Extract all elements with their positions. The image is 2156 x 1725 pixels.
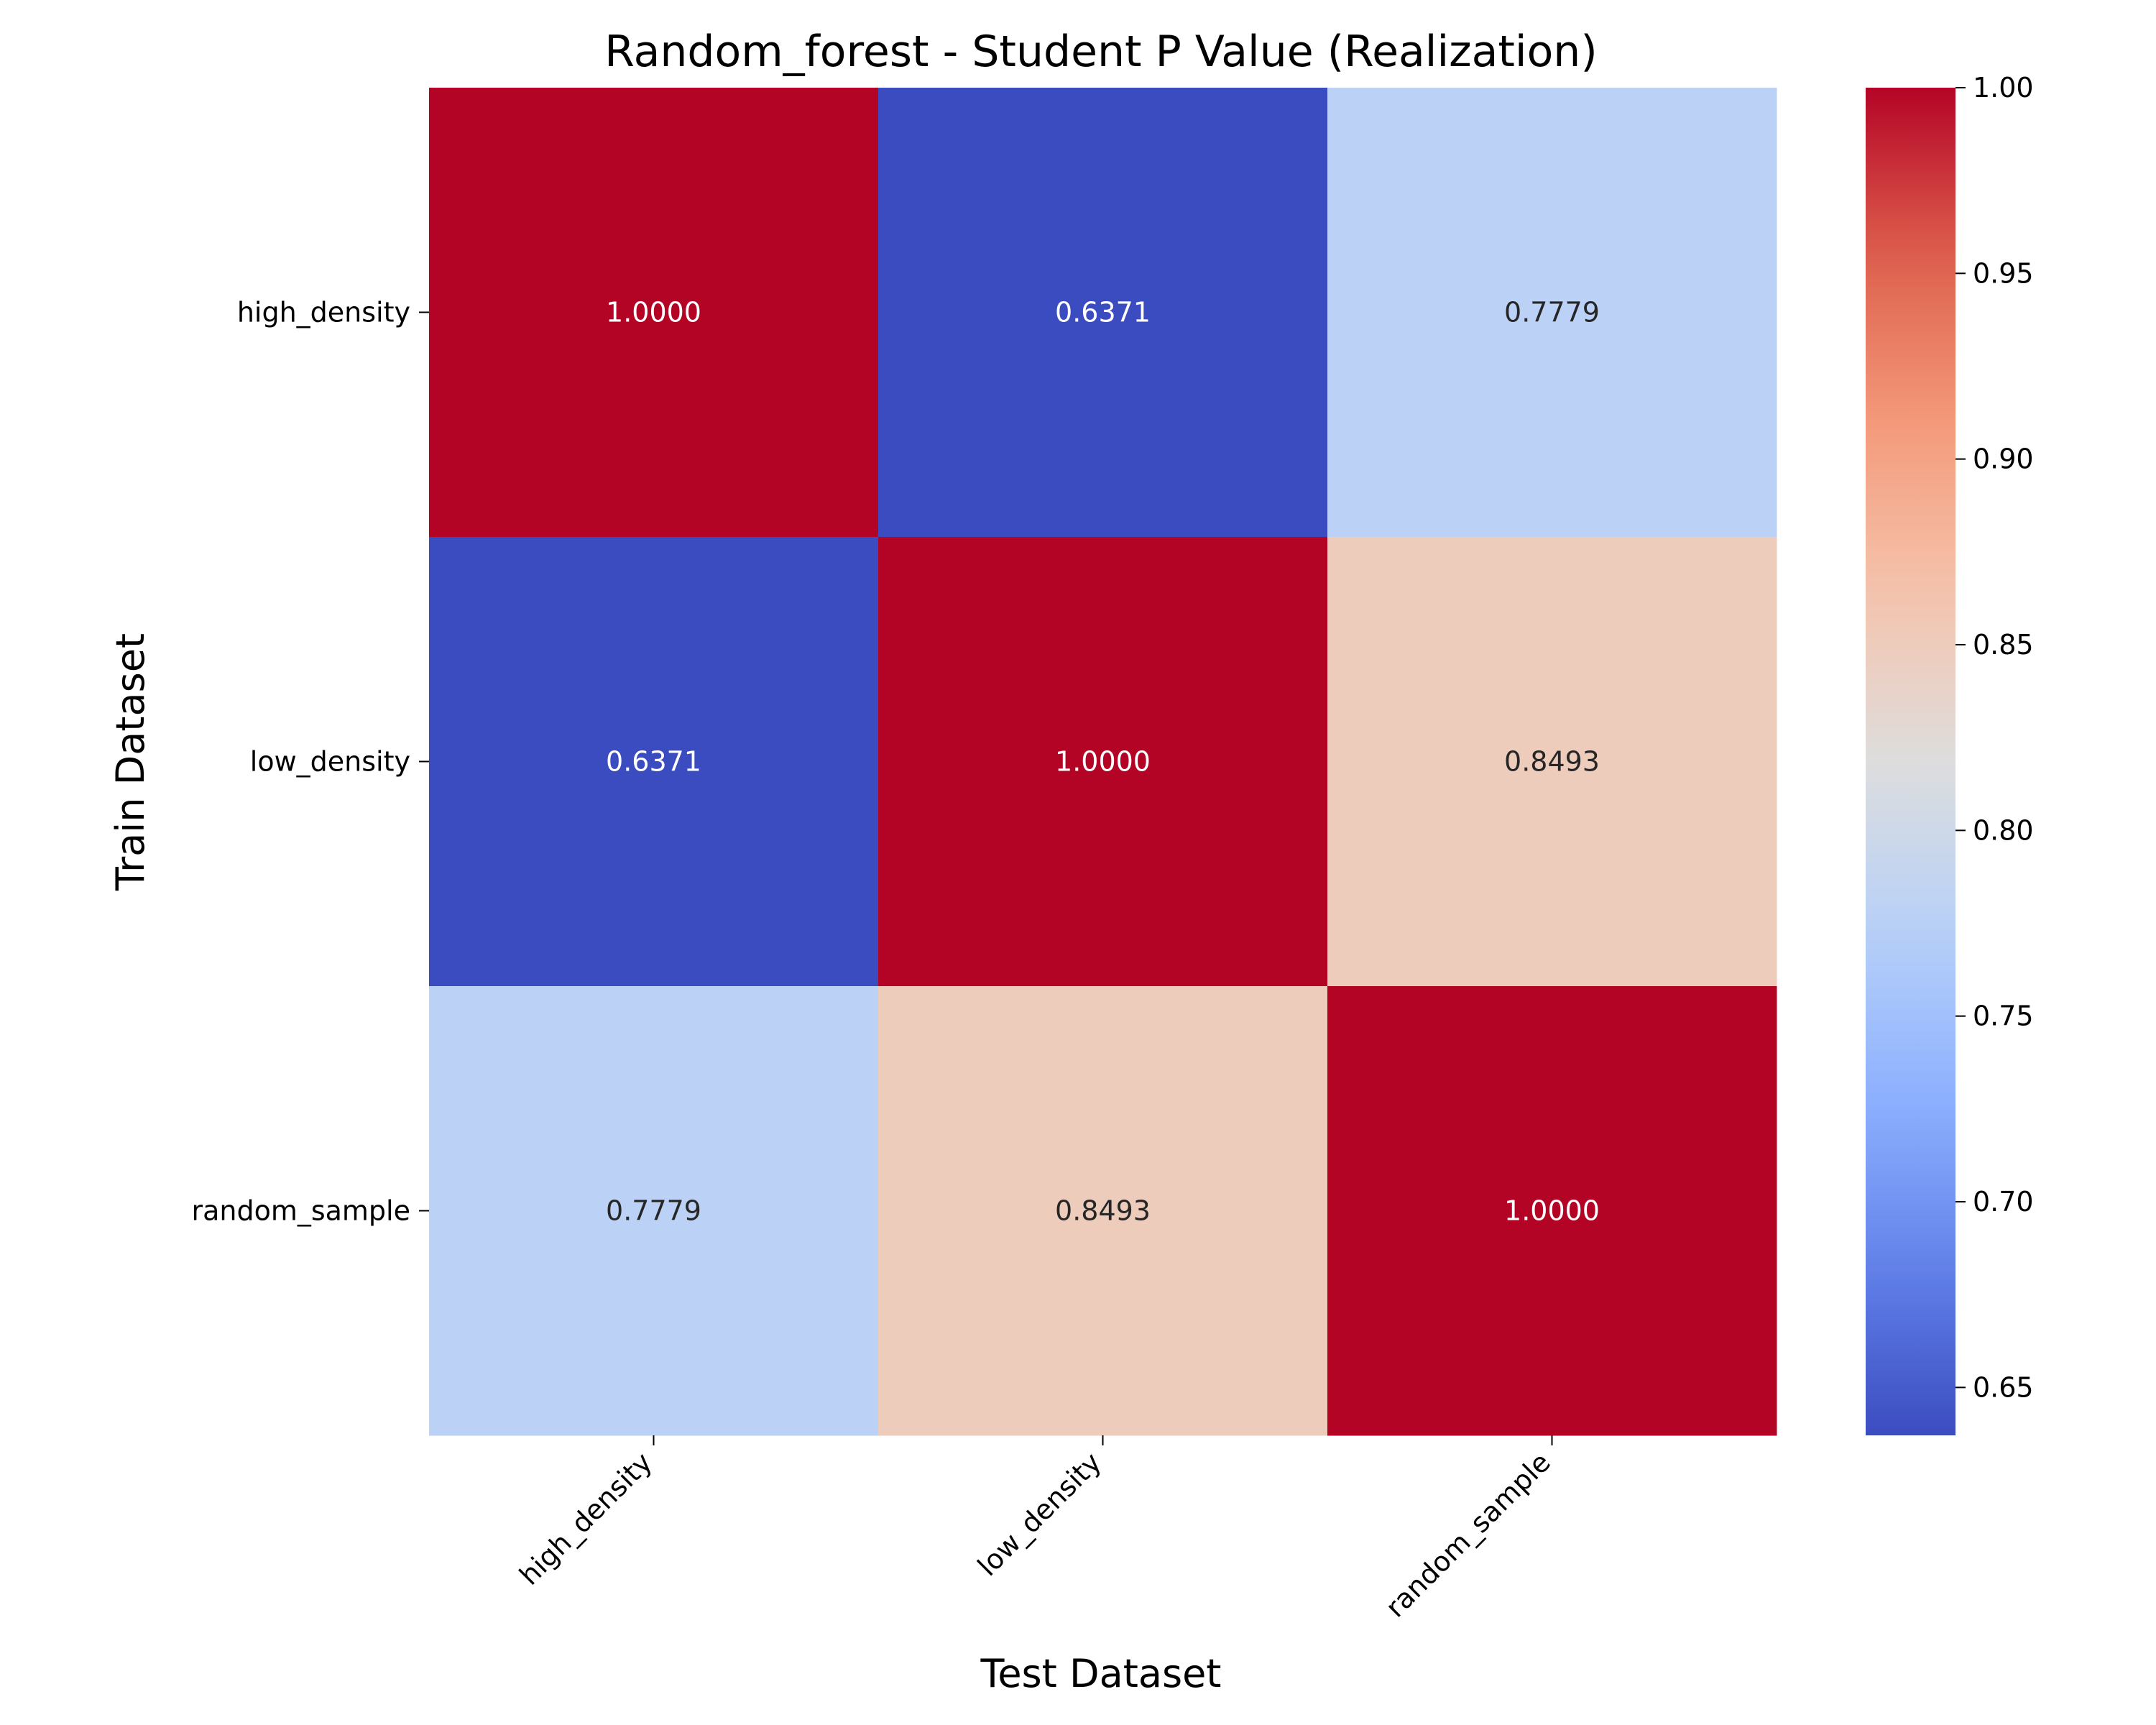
- heatmap-cell: [429, 88, 879, 538]
- heatmap-cell: [429, 986, 879, 1436]
- colorbar-tick-label: 0.75: [1973, 1000, 2034, 1032]
- y-axis-ticks: high_density low_density random_sample: [191, 297, 429, 1227]
- cell-value-label: 1.0000: [606, 297, 701, 328]
- colorbar-tick-label: 0.90: [1973, 443, 2034, 475]
- colorbar-gradient: [1866, 88, 1955, 1435]
- cell-value-label: 0.6371: [1055, 297, 1151, 328]
- cell-value-label: 0.7779: [606, 1195, 701, 1227]
- heatmap-cell: [878, 537, 1328, 987]
- x-axis-label: Test Dataset: [980, 1651, 1222, 1696]
- y-axis-label: Train Dataset: [108, 633, 153, 891]
- heatmap-cell: [429, 537, 879, 987]
- heatmap-cells: [429, 88, 1777, 1436]
- colorbar: [1866, 88, 1955, 1435]
- cell-value-label: 0.8493: [1504, 746, 1600, 778]
- cell-value-label: 0.7779: [1504, 297, 1600, 328]
- heatmap-cell-labels: 1.0000 0.6371 0.7779 0.6371 1.0000 0.8493 0.77…: [606, 297, 1600, 1227]
- cell-value-label: 1.0000: [1055, 746, 1151, 778]
- cell-value-label: 0.8493: [1055, 1195, 1151, 1227]
- cell-value-label: 1.0000: [1504, 1195, 1600, 1227]
- colorbar-tick-label: 0.65: [1973, 1371, 2034, 1403]
- colorbar-tick-label: 0.85: [1973, 629, 2034, 661]
- heatmap-cell: [1327, 986, 1777, 1436]
- colorbar-tick-label: 0.80: [1973, 814, 2034, 846]
- colorbar-ticks: 0.65 0.70 0.75 0.80 0.85 0.90 0.95 1.00: [1955, 72, 2034, 1403]
- colorbar-tick-label: 0.70: [1973, 1186, 2034, 1218]
- colorbar-tick-label: 0.95: [1973, 257, 2034, 289]
- heatmap-cell: [1327, 537, 1777, 987]
- heatmap-cell: [878, 88, 1328, 538]
- cell-value-label: 0.6371: [606, 746, 701, 778]
- y-tick-label: high_density: [237, 297, 410, 328]
- chart-title: Random_forest - Student P Value (Realiza…: [604, 27, 1597, 77]
- heatmap-cell: [878, 986, 1328, 1436]
- colorbar-tick-label: 1.00: [1973, 72, 2034, 104]
- y-tick-label: low_density: [250, 746, 410, 778]
- heatmap-cell: [1327, 88, 1777, 538]
- y-tick-label: random_sample: [191, 1195, 410, 1227]
